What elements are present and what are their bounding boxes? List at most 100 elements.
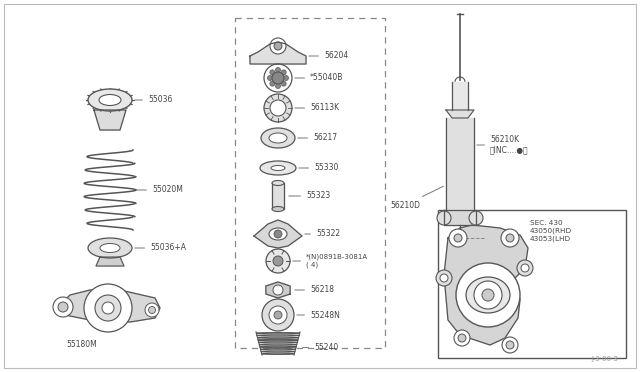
Polygon shape [444, 225, 528, 345]
Text: 55248N: 55248N [297, 311, 340, 320]
Circle shape [275, 83, 280, 89]
Circle shape [274, 42, 282, 50]
Circle shape [281, 81, 286, 86]
Circle shape [506, 234, 514, 242]
Polygon shape [452, 82, 468, 110]
Circle shape [454, 330, 470, 346]
Circle shape [502, 337, 518, 353]
Polygon shape [94, 110, 126, 130]
Circle shape [266, 249, 290, 273]
Text: 55323: 55323 [289, 192, 330, 201]
Text: 55180M: 55180M [67, 340, 97, 349]
Circle shape [440, 274, 448, 282]
Text: 56218: 56218 [295, 285, 334, 295]
Ellipse shape [256, 333, 300, 334]
Circle shape [269, 306, 287, 324]
Text: SEC. 430: SEC. 430 [530, 220, 563, 226]
Polygon shape [266, 282, 290, 298]
Ellipse shape [272, 180, 284, 186]
Text: 55036+A: 55036+A [135, 244, 186, 253]
Text: J-3 00 3: J-3 00 3 [591, 356, 618, 362]
Polygon shape [446, 118, 474, 210]
Circle shape [454, 234, 462, 242]
Polygon shape [55, 290, 160, 322]
Ellipse shape [260, 346, 296, 347]
Circle shape [274, 311, 282, 319]
Text: 55020M: 55020M [137, 186, 183, 195]
Ellipse shape [260, 349, 296, 350]
Circle shape [501, 229, 519, 247]
Circle shape [273, 285, 283, 295]
Circle shape [474, 281, 502, 309]
Polygon shape [254, 220, 302, 248]
Text: 55330: 55330 [299, 164, 339, 173]
Circle shape [273, 256, 283, 266]
Circle shape [274, 134, 282, 142]
Circle shape [145, 303, 159, 317]
Polygon shape [96, 257, 124, 266]
Circle shape [275, 67, 280, 73]
Ellipse shape [88, 238, 132, 258]
Polygon shape [444, 210, 476, 225]
Ellipse shape [99, 94, 121, 106]
Circle shape [262, 299, 294, 331]
Circle shape [270, 70, 275, 75]
Circle shape [436, 270, 452, 286]
Text: 43050(RHD: 43050(RHD [530, 228, 572, 234]
Circle shape [482, 289, 494, 301]
Circle shape [58, 302, 68, 312]
Ellipse shape [272, 206, 284, 212]
Ellipse shape [261, 128, 295, 148]
Text: 55322: 55322 [305, 230, 340, 238]
Text: 55240: 55240 [303, 343, 339, 352]
Circle shape [456, 263, 520, 327]
Circle shape [506, 341, 514, 349]
Circle shape [270, 81, 275, 86]
Circle shape [264, 94, 292, 122]
Ellipse shape [466, 277, 510, 313]
Ellipse shape [271, 166, 285, 170]
Text: *(N)0891B-3081A
( 4): *(N)0891B-3081A ( 4) [292, 254, 368, 268]
Circle shape [264, 64, 292, 92]
Bar [235, 18, 385, 348]
Circle shape [274, 230, 282, 238]
Circle shape [284, 76, 289, 80]
Text: 56204: 56204 [308, 51, 348, 61]
Ellipse shape [257, 335, 300, 336]
Circle shape [84, 284, 132, 332]
Circle shape [469, 211, 483, 225]
Circle shape [517, 260, 533, 276]
Circle shape [437, 211, 451, 225]
Ellipse shape [258, 339, 298, 341]
Ellipse shape [257, 337, 299, 339]
Ellipse shape [88, 89, 132, 111]
Circle shape [272, 72, 284, 84]
Circle shape [521, 264, 529, 272]
Text: *55040B: *55040B [295, 74, 344, 83]
Ellipse shape [260, 161, 296, 175]
Ellipse shape [269, 133, 287, 143]
Text: 56113K: 56113K [295, 103, 339, 112]
Circle shape [95, 295, 121, 321]
Ellipse shape [259, 342, 298, 343]
Circle shape [270, 38, 286, 54]
Circle shape [53, 297, 73, 317]
Ellipse shape [261, 351, 295, 352]
Circle shape [455, 77, 465, 87]
Text: 56210D: 56210D [390, 186, 444, 209]
Text: 56217: 56217 [298, 134, 337, 142]
Ellipse shape [100, 244, 120, 253]
Text: 43053(LHD: 43053(LHD [530, 236, 571, 243]
Text: 56210K
》INC....●「: 56210K 》INC....●「 [477, 135, 529, 155]
Circle shape [148, 307, 156, 314]
Text: 55036: 55036 [135, 96, 172, 105]
Circle shape [449, 229, 467, 247]
Bar [438, 210, 626, 358]
Polygon shape [272, 183, 284, 209]
Circle shape [102, 302, 114, 314]
Circle shape [268, 76, 273, 80]
Ellipse shape [259, 344, 297, 345]
Polygon shape [446, 110, 474, 118]
Circle shape [270, 100, 286, 116]
Circle shape [281, 70, 286, 75]
